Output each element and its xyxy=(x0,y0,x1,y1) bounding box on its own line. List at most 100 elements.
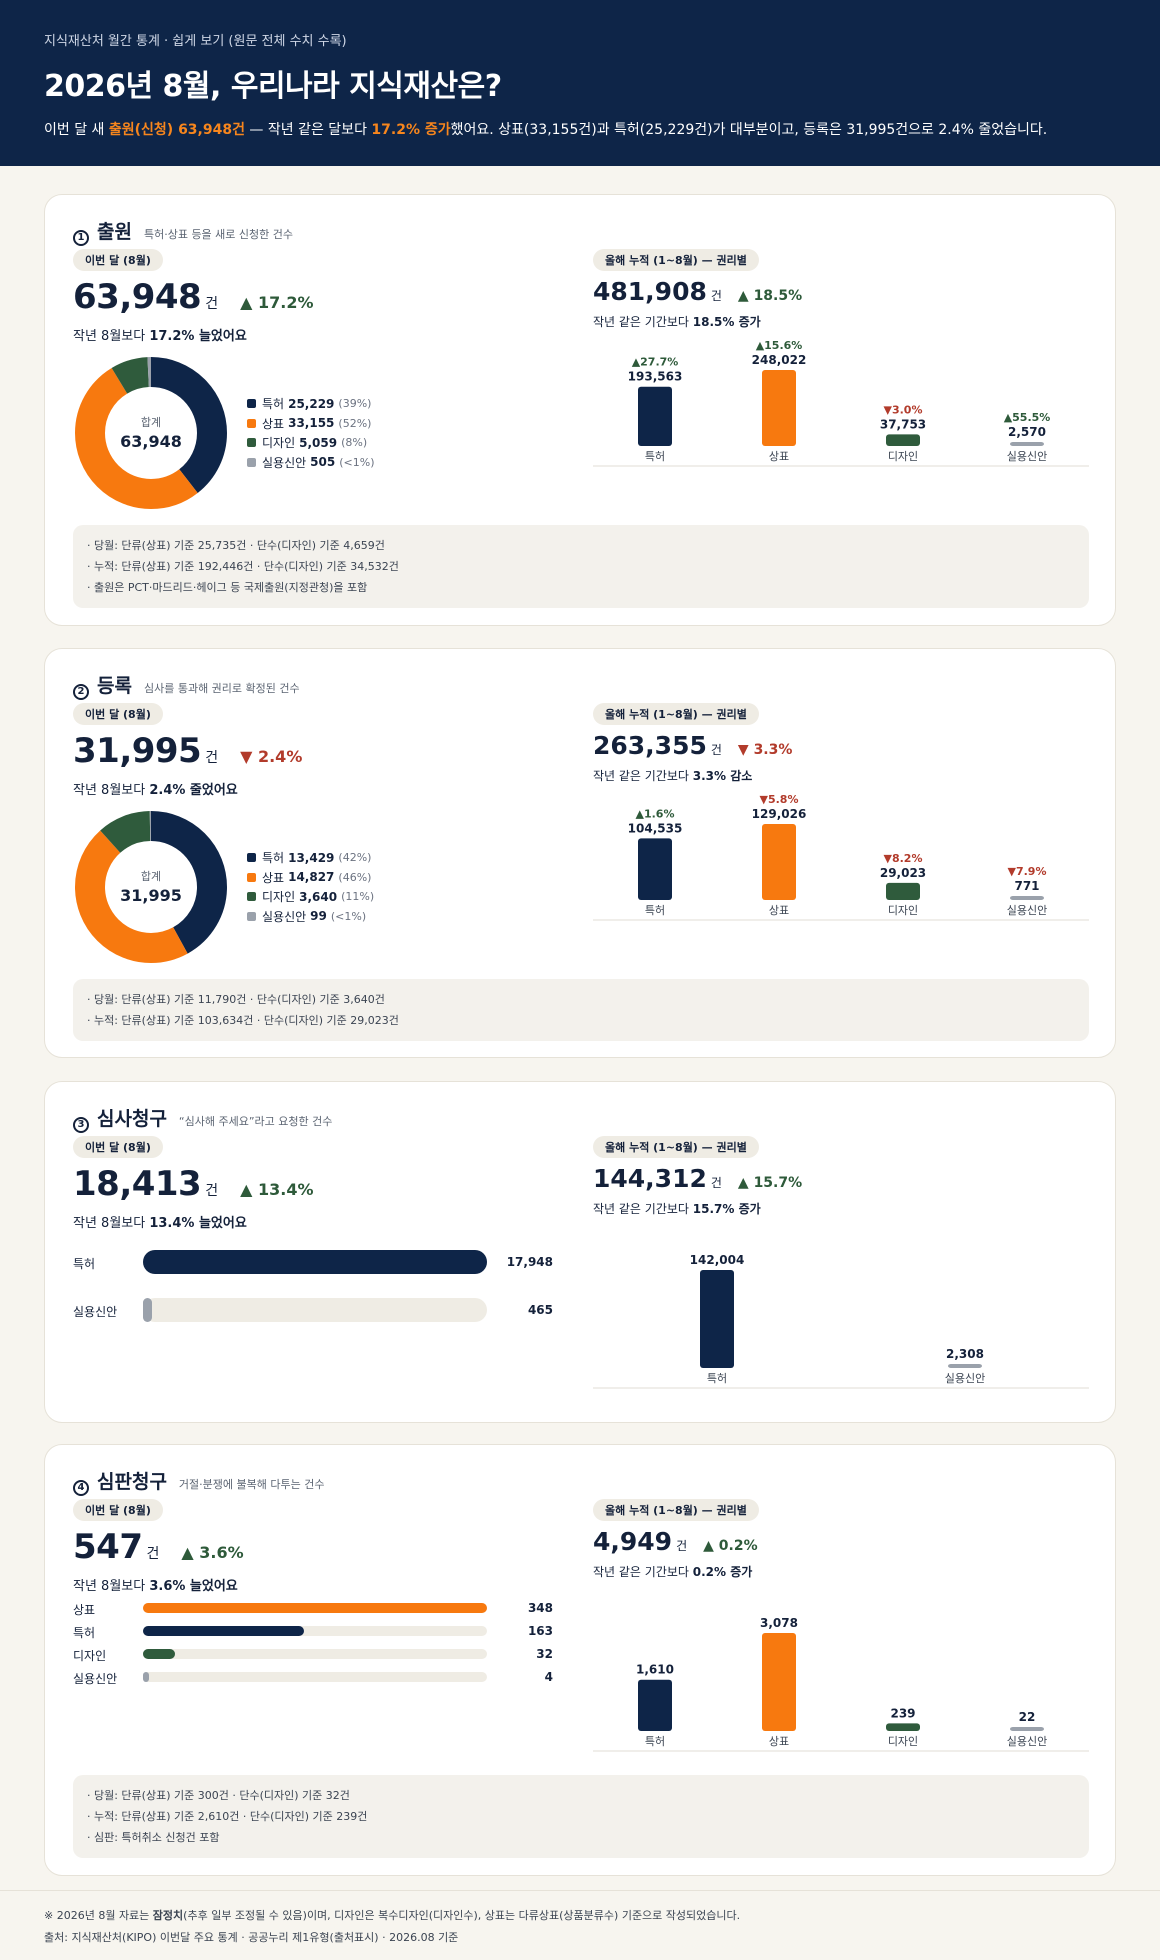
bar-value-label: 142,004 xyxy=(690,1253,745,1267)
header-lead: 이번 달 새 출원(신청) 63,948건 — 작년 같은 달보다 17.2% … xyxy=(44,119,1116,139)
month-pill: 이번 달 (8월) xyxy=(73,249,163,271)
filing-notes: · 당월: 단류(상표) 기준 25,735건 · 단수(디자인) 기준 4,6… xyxy=(73,525,1089,608)
cumulative-comparison: 작년 같은 기간보다 15.7% 증가 xyxy=(593,1200,761,1217)
note-line: · 당월: 단류(상표) 기준 25,735건 · 단수(디자인) 기준 4,6… xyxy=(87,535,1075,556)
month-value: 18,413 건 ▲ 13.4% xyxy=(73,1164,313,1204)
bar-2 xyxy=(886,883,920,900)
bar-value-label: 37,753 xyxy=(880,417,926,431)
lead-highlight-change: 17.2% 증가 xyxy=(371,122,450,138)
legend-item-utility: 실용신안505(<1%) xyxy=(247,453,375,473)
section-number-icon: 1 xyxy=(73,230,89,246)
legend-value: 13,429 xyxy=(288,851,334,865)
bar-value-label: 771 xyxy=(1014,879,1039,893)
cumulative-change: ▲ 15.7% xyxy=(738,1175,802,1191)
cmp-bold: 3.6% 늘었어요 xyxy=(149,1579,237,1594)
note-line: · 심판: 특허취소 신청건 포함 xyxy=(87,1827,1075,1848)
bar-1 xyxy=(948,1364,982,1368)
cumulative-comparison: 작년 같은 기간보다 3.3% 감소 xyxy=(593,767,752,784)
bar-category-label: 실용신안 xyxy=(1007,904,1047,917)
bar-value-label: 22 xyxy=(1019,1710,1036,1724)
unit: 건 xyxy=(676,1537,687,1554)
cmp-text: 작년 8월보다 xyxy=(73,783,149,798)
hbar-row: 디자인32 xyxy=(73,1649,563,1659)
section-name: 심사청구 xyxy=(97,1104,167,1131)
bar-category-label: 디자인 xyxy=(888,450,918,463)
page-title: 2026년 8월, 우리나라 지식재산은? xyxy=(44,61,1116,105)
hbar-label: 실용신안 xyxy=(73,1670,117,1687)
hbar-value: 32 xyxy=(493,1647,553,1661)
section-subtitle: 특허·상표 등을 새로 신청한 건수 xyxy=(144,226,293,242)
bar-value-label: 193,563 xyxy=(628,370,683,384)
exam-title: 3 심사청구 “심사해 주세요”라고 요청한 건수 xyxy=(73,1104,332,1131)
hbar-fill xyxy=(143,1626,304,1636)
bar-change-label: ▼7.9% xyxy=(1008,865,1047,878)
unit: 건 xyxy=(205,293,218,313)
hbar-value: 4 xyxy=(493,1670,553,1684)
hbar-fill xyxy=(143,1603,487,1613)
cmp-bold: 18.5% 증가 xyxy=(693,315,761,329)
month-comparison: 작년 8월보다 13.4% 늘었어요 xyxy=(73,1212,247,1231)
bar-category-label: 실용신안 xyxy=(945,1372,985,1385)
hbar-value: 17,948 xyxy=(493,1255,553,1269)
donut-center-label: 합계 xyxy=(141,416,161,429)
donut-center-label: 합계 xyxy=(141,870,161,883)
bar-3 xyxy=(1010,896,1044,900)
footer: ※ 2026년 8월 자료는 잠정치(추후 일부 조정될 수 있음)이며, 디자… xyxy=(0,1890,1160,1960)
lead-text: 이번 달 새 xyxy=(44,122,109,138)
legend-pct: (46%) xyxy=(338,871,371,884)
header: 지식재산처 월간 통계 · 쉽게 보기 (원문 전체 수치 수록) 2026년 … xyxy=(0,0,1160,166)
registration-notes: · 당월: 단류(상표) 기준 11,790건 · 단수(디자인) 기준 3,6… xyxy=(73,979,1089,1041)
unit: 건 xyxy=(205,1180,218,1200)
month-comparison: 작년 8월보다 17.2% 늘었어요 xyxy=(73,325,247,344)
hbar-label: 특허 xyxy=(73,1255,95,1272)
unit: 건 xyxy=(146,1543,159,1563)
hbar-track xyxy=(143,1250,487,1274)
hbar-label: 디자인 xyxy=(73,1647,106,1664)
legend-value: 3,640 xyxy=(299,890,337,904)
month-change: ▲ 17.2% xyxy=(240,293,313,312)
bar-value-label: 1,610 xyxy=(636,1663,674,1677)
bar-2 xyxy=(886,434,920,446)
note-line: · 출원은 PCT·마드리드·헤이그 등 국제출원(지정관청)을 포함 xyxy=(87,577,1075,598)
cmp-bold: 0.2% 증가 xyxy=(693,1565,753,1579)
cmp-bold: 13.4% 늘었어요 xyxy=(149,1216,246,1231)
registration-legend: 특허13,429(42%) 상표14,827(46%) 디자인3,640(11%… xyxy=(247,848,374,926)
month-number: 18,413 xyxy=(73,1164,201,1204)
cmp-bold: 17.2% 늘었어요 xyxy=(149,329,246,344)
cumulative-number: 4,949 xyxy=(593,1527,672,1556)
legend-name: 상표 xyxy=(262,869,284,886)
bar-category-label: 상표 xyxy=(769,450,789,463)
cmp-bold: 2.4% 줄었어요 xyxy=(149,783,237,798)
bar-0 xyxy=(638,838,672,900)
hbar-label: 특허 xyxy=(73,1624,95,1641)
month-comparison: 작년 8월보다 3.6% 늘었어요 xyxy=(73,1575,238,1594)
legend-value: 25,229 xyxy=(288,397,334,411)
bar-0 xyxy=(638,1680,672,1731)
hbar-track xyxy=(143,1298,487,1322)
bar-value-label: 129,026 xyxy=(752,807,807,821)
cumulative-pill: 올해 누적 (1~8월) — 권리별 xyxy=(593,1136,759,1158)
legend-swatch xyxy=(247,419,256,428)
registration-title: 2 등록 심사를 통과해 권리로 확정된 건수 xyxy=(73,671,300,698)
bar-category-label: 상표 xyxy=(769,904,789,917)
hbar-row: 상표348 xyxy=(73,1603,563,1613)
legend-item-patent: 특허25,229(39%) xyxy=(247,394,375,414)
bar-value-label: 29,023 xyxy=(880,866,926,880)
lead-highlight-filing: 출원(신청) 63,948건 xyxy=(109,122,245,138)
filing-donut-chart: 합계 63,948 xyxy=(73,355,229,511)
month-pill: 이번 달 (8월) xyxy=(73,703,163,725)
unit: 건 xyxy=(711,287,722,304)
bar-category-label: 실용신안 xyxy=(1007,1735,1047,1748)
legend-value: 505 xyxy=(310,455,335,469)
section-subtitle: 거절·분쟁에 불복해 다투는 건수 xyxy=(179,1476,325,1492)
legend-item-trademark: 상표14,827(46%) xyxy=(247,868,374,888)
cumulative-change: ▲ 0.2% xyxy=(703,1538,757,1554)
unit: 건 xyxy=(711,741,722,758)
trial-card: 4 심판청구 거절·분쟁에 불복해 다투는 건수 이번 달 (8월) 547 건… xyxy=(44,1444,1116,1876)
bar-1 xyxy=(762,824,796,900)
bar-change-label: ▼8.2% xyxy=(884,852,923,865)
bar-change-label: ▲1.6% xyxy=(636,807,675,820)
filing-card: 1 출원 특허·상표 등을 새로 신청한 건수 이번 달 (8월) 63,948… xyxy=(44,194,1116,626)
legend-pct: (39%) xyxy=(338,397,371,410)
section-name: 등록 xyxy=(97,671,132,698)
